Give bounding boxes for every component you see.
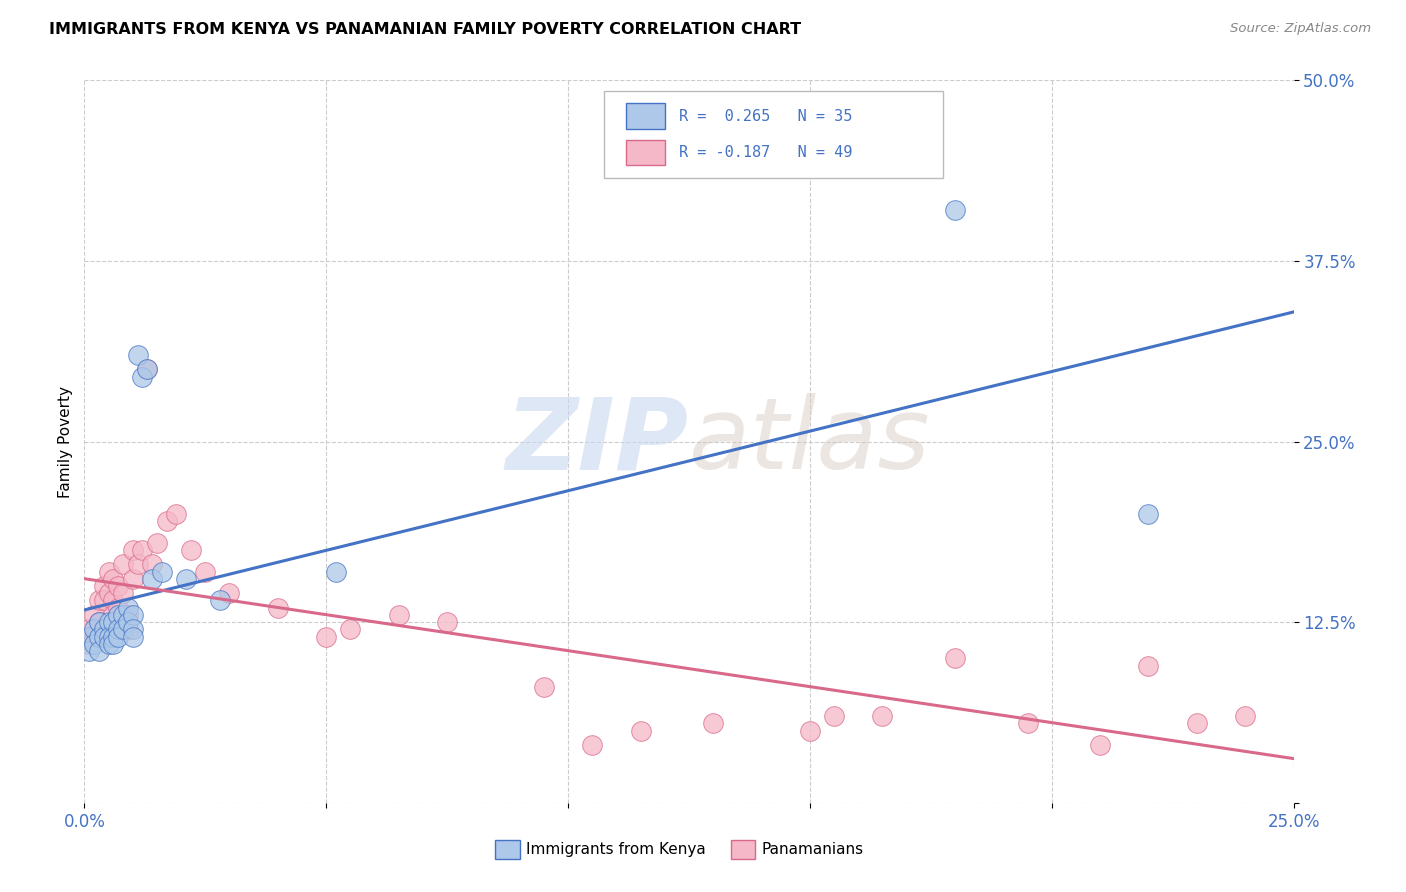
Point <box>107 600 129 615</box>
Point <box>141 558 163 572</box>
Point <box>150 565 173 579</box>
Point <box>702 716 724 731</box>
FancyBboxPatch shape <box>495 840 520 859</box>
Point <box>93 630 115 644</box>
Point <box>103 572 125 586</box>
Text: Immigrants from Kenya: Immigrants from Kenya <box>526 842 706 857</box>
Point <box>117 607 139 622</box>
Y-axis label: Family Poverty: Family Poverty <box>58 385 73 498</box>
Point <box>117 600 139 615</box>
Point <box>136 362 159 376</box>
Point <box>87 615 110 630</box>
Point <box>87 644 110 658</box>
Point <box>165 507 187 521</box>
Point <box>872 709 894 723</box>
Point <box>121 630 143 644</box>
Text: Source: ZipAtlas.com: Source: ZipAtlas.com <box>1230 22 1371 36</box>
Point <box>436 615 458 630</box>
Point <box>180 542 202 557</box>
Point <box>325 565 347 579</box>
Point <box>155 514 177 528</box>
Point <box>87 615 110 630</box>
Point <box>103 615 125 630</box>
Point <box>121 607 143 622</box>
Point <box>315 630 337 644</box>
Point <box>97 630 120 644</box>
Point <box>87 630 110 644</box>
Point <box>194 565 217 579</box>
Point <box>83 630 105 644</box>
Text: atlas: atlas <box>689 393 931 490</box>
Point <box>218 586 240 600</box>
Point <box>77 644 100 658</box>
Point <box>112 586 135 600</box>
Point <box>339 623 361 637</box>
Point <box>117 615 139 630</box>
Point <box>77 637 100 651</box>
Text: R = -0.187   N = 49: R = -0.187 N = 49 <box>679 145 852 161</box>
Point <box>103 637 125 651</box>
FancyBboxPatch shape <box>605 91 943 178</box>
Point <box>1017 716 1039 731</box>
Point <box>127 558 149 572</box>
Point <box>388 607 411 622</box>
Point <box>121 542 143 557</box>
Text: ZIP: ZIP <box>506 393 689 490</box>
Point <box>77 623 100 637</box>
Point <box>581 738 603 752</box>
Point <box>97 586 120 600</box>
Point <box>112 623 135 637</box>
Text: IMMIGRANTS FROM KENYA VS PANAMANIAN FAMILY POVERTY CORRELATION CHART: IMMIGRANTS FROM KENYA VS PANAMANIAN FAMI… <box>49 22 801 37</box>
Point <box>1185 716 1208 731</box>
Point <box>97 615 120 630</box>
Point <box>93 579 115 593</box>
Point <box>97 565 120 579</box>
Point <box>943 651 966 665</box>
Point <box>1088 738 1111 752</box>
Point <box>1234 709 1257 723</box>
Point <box>83 607 105 622</box>
FancyBboxPatch shape <box>626 103 665 129</box>
Point <box>103 607 125 622</box>
FancyBboxPatch shape <box>626 140 665 165</box>
Point <box>83 637 105 651</box>
Point <box>93 623 115 637</box>
Point <box>136 362 159 376</box>
Point <box>117 623 139 637</box>
Point <box>127 348 149 362</box>
Point <box>533 680 555 694</box>
Point <box>208 593 231 607</box>
Point <box>267 600 290 615</box>
Point <box>141 572 163 586</box>
FancyBboxPatch shape <box>731 840 755 859</box>
Point <box>112 607 135 622</box>
Point <box>93 593 115 607</box>
Point <box>97 637 120 651</box>
Point <box>799 723 821 738</box>
Point <box>131 369 153 384</box>
Point <box>1137 658 1160 673</box>
Point <box>107 607 129 622</box>
Point <box>87 593 110 607</box>
Text: R =  0.265   N = 35: R = 0.265 N = 35 <box>679 109 852 124</box>
Point <box>630 723 652 738</box>
Point <box>121 572 143 586</box>
Point <box>1137 507 1160 521</box>
Point <box>174 572 197 586</box>
Point <box>823 709 845 723</box>
Text: Panamanians: Panamanians <box>762 842 863 857</box>
Point <box>107 623 129 637</box>
Point <box>131 542 153 557</box>
Point <box>103 630 125 644</box>
Point <box>943 203 966 218</box>
Point <box>77 630 100 644</box>
Point <box>83 623 105 637</box>
Point <box>121 623 143 637</box>
Point <box>107 579 129 593</box>
Point <box>107 630 129 644</box>
Point <box>112 558 135 572</box>
Point <box>103 593 125 607</box>
Point <box>146 535 169 549</box>
